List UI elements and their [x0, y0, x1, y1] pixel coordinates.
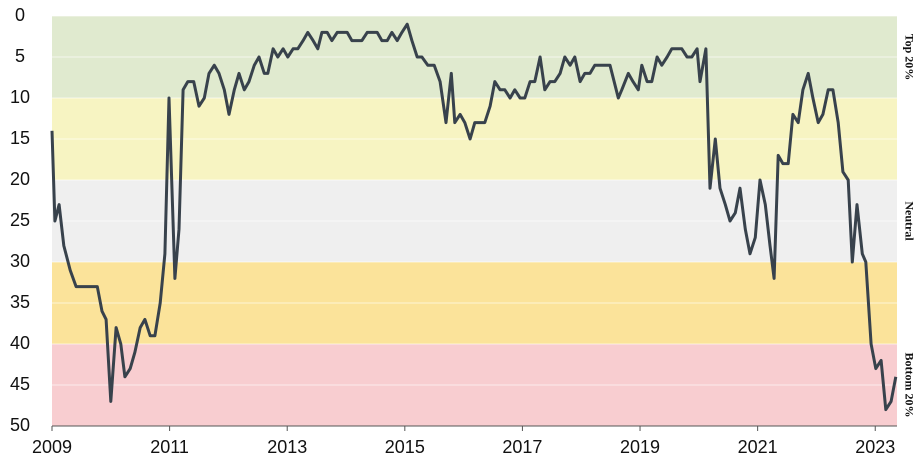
x-tick-label: 2021 — [738, 437, 778, 457]
x-tick-label: 2015 — [385, 437, 425, 457]
x-tick-label: 2017 — [502, 437, 542, 457]
y-tick-label: 0 — [15, 5, 25, 25]
y-tick-label: 25 — [10, 210, 30, 230]
band-label: Bottom 20% — [902, 353, 916, 418]
y-tick-label: 45 — [10, 374, 30, 394]
y-tick-label: 20 — [10, 169, 30, 189]
y-tick-label: 15 — [10, 128, 30, 148]
x-tick-label: 2011 — [150, 437, 189, 457]
y-tick-label: 30 — [10, 251, 30, 271]
y-tick-label: 50 — [10, 415, 30, 435]
x-tick-label: 2009 — [32, 437, 72, 457]
band-label: Top 20% — [902, 34, 916, 81]
y-tick-label: 40 — [10, 333, 30, 353]
x-tick-label: 2023 — [855, 437, 895, 457]
x-tick-label: 2019 — [620, 437, 660, 457]
y-tick-label: 5 — [15, 46, 25, 66]
line — [50, 22, 898, 412]
y-tick-label: 35 — [10, 292, 30, 312]
x-tick-label: 2013 — [267, 437, 307, 457]
y-tick-label: 10 — [10, 87, 30, 107]
band-label: Neutral — [902, 201, 916, 241]
